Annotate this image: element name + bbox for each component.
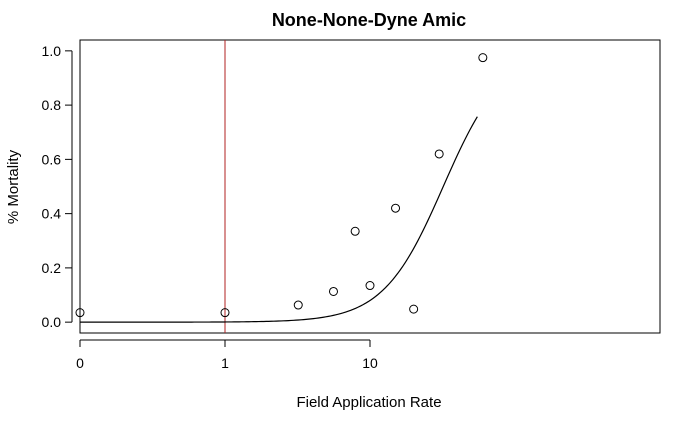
- data-point: [350, 226, 360, 236]
- y-tick-label: 0.2: [42, 260, 62, 276]
- data-point: [365, 281, 375, 291]
- y-axis: 0.0 0.2 0.4 0.6 0.8 1.0: [42, 43, 73, 330]
- x-axis-label: Field Application Rate: [296, 394, 441, 411]
- y-tick-label: 0.8: [42, 97, 62, 113]
- data-point: [434, 149, 444, 159]
- data-point: [75, 308, 85, 318]
- data-point: [409, 304, 419, 314]
- plot-frame: [79, 39, 661, 334]
- x-axis: 0 1 10: [76, 339, 378, 371]
- x-tick-label: 1: [221, 355, 229, 371]
- y-tick-label: 0.4: [42, 206, 62, 222]
- y-tick-label: 0.0: [42, 314, 62, 330]
- data-point: [293, 300, 303, 310]
- data-point: [478, 53, 488, 63]
- y-tick-label: 1.0: [42, 43, 62, 59]
- data-point: [328, 286, 338, 296]
- data-point: [220, 308, 230, 318]
- data-point: [391, 203, 401, 213]
- y-axis-label: % Mortality: [5, 149, 22, 224]
- data-points: [75, 53, 488, 318]
- chart-title: None-None-Dyne Amic: [272, 10, 466, 30]
- x-tick-label: 10: [362, 355, 378, 371]
- fit-curve: [80, 116, 478, 323]
- y-tick-label: 0.6: [42, 151, 62, 167]
- x-tick-label: 0: [76, 355, 84, 371]
